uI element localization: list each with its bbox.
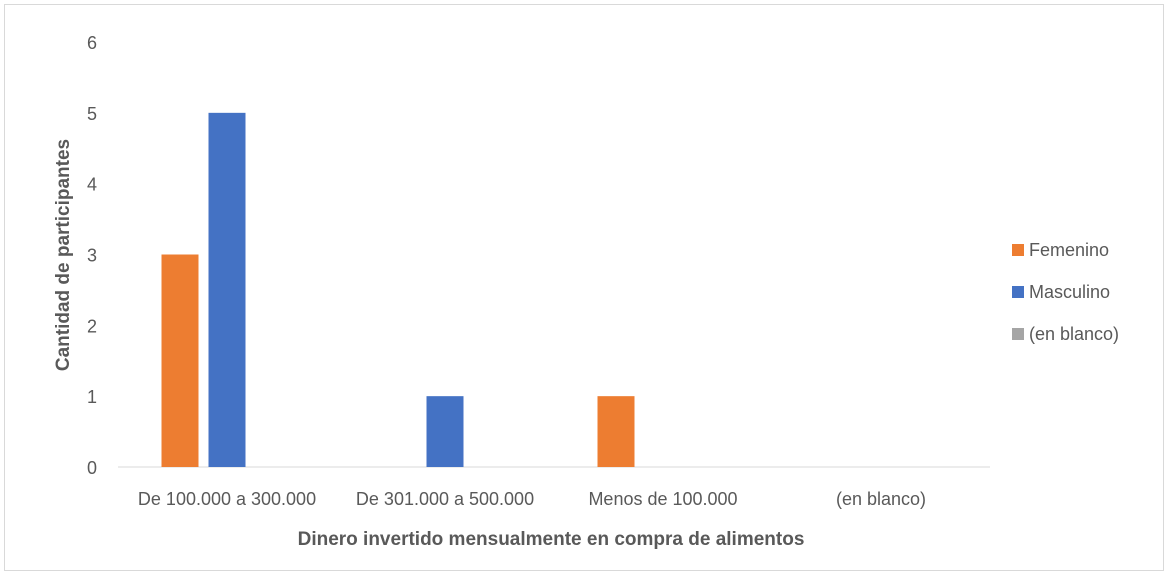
x-axis-ticks: De 100.000 a 300.000 De 301.000 a 500.000…	[138, 489, 926, 509]
x-tick-label: (en blanco)	[836, 489, 926, 509]
x-tick-label: De 301.000 a 500.000	[356, 489, 534, 509]
bar-femenino	[597, 396, 635, 467]
bar-masculino	[208, 112, 246, 467]
y-tick-label: 1	[87, 387, 97, 407]
y-tick-label: 5	[87, 104, 97, 124]
x-axis-label: Dinero invertido mensualmente en compra …	[298, 529, 805, 550]
y-tick-label: 2	[87, 316, 97, 336]
y-tick-label: 4	[87, 175, 97, 195]
y-tick-label: 6	[87, 33, 97, 53]
legend-swatch	[1012, 244, 1024, 256]
legend-swatch	[1012, 286, 1024, 298]
y-tick-label: 0	[87, 458, 97, 478]
legend-swatch	[1012, 328, 1024, 340]
y-axis-label: Cantidad de participantes	[53, 139, 74, 371]
x-tick-label: Menos de 100.000	[588, 489, 737, 509]
y-tick-label: 3	[87, 246, 97, 266]
bar-femenino	[161, 254, 199, 467]
y-axis-ticks: 0 1 2 3 4 5 6	[87, 33, 97, 478]
legend-label: Masculino	[1029, 282, 1110, 302]
legend-label: (en blanco)	[1029, 324, 1119, 344]
bar-masculino	[426, 396, 464, 467]
legend: Femenino Masculino (en blanco)	[1012, 240, 1119, 344]
bars	[161, 112, 635, 467]
x-tick-label: De 100.000 a 300.000	[138, 489, 316, 509]
legend-label: Femenino	[1029, 240, 1109, 260]
bar-chart: 0 1 2 3 4 5 6 De 100.000 a 300.000 De 301.000 a…	[53, 33, 1119, 550]
chart-frame: 0 1 2 3 4 5 6 De 100.000 a 300.000 De 301.000 a…	[4, 4, 1164, 571]
